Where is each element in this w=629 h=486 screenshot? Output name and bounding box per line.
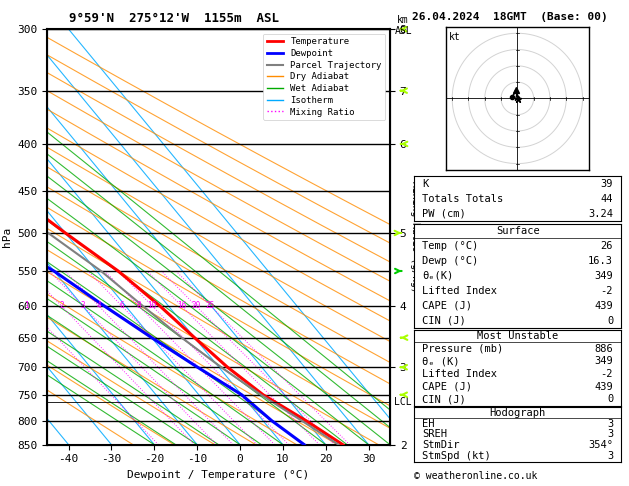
Text: © weatheronline.co.uk: © weatheronline.co.uk (414, 471, 537, 481)
Text: Most Unstable: Most Unstable (477, 331, 559, 341)
Text: kt: kt (448, 33, 460, 42)
Text: 6: 6 (120, 301, 124, 310)
Text: 349: 349 (594, 271, 613, 281)
Text: 10: 10 (147, 301, 157, 310)
Text: 26.04.2024  18GMT  (Base: 00): 26.04.2024 18GMT (Base: 00) (412, 12, 608, 22)
Text: 8: 8 (136, 301, 141, 310)
Text: CAPE (J): CAPE (J) (422, 301, 472, 311)
Text: 44: 44 (601, 194, 613, 204)
X-axis label: Dewpoint / Temperature (°C): Dewpoint / Temperature (°C) (128, 470, 309, 480)
Text: Surface: Surface (496, 226, 540, 236)
Y-axis label: hPa: hPa (2, 227, 12, 247)
Text: 439: 439 (594, 382, 613, 392)
Text: CIN (J): CIN (J) (422, 315, 466, 326)
Text: 354°: 354° (588, 440, 613, 451)
Text: -2: -2 (601, 369, 613, 379)
Text: StmDir: StmDir (422, 440, 460, 451)
Text: 9°59'N  275°12'W  1155m  ASL: 9°59'N 275°12'W 1155m ASL (69, 12, 279, 25)
Text: Lifted Index: Lifted Index (422, 286, 497, 296)
Text: 4: 4 (96, 301, 101, 310)
Text: 3: 3 (607, 418, 613, 429)
Text: CIN (J): CIN (J) (422, 395, 466, 404)
Text: 3: 3 (81, 301, 85, 310)
Text: Dewp (°C): Dewp (°C) (422, 256, 479, 266)
Text: 0: 0 (607, 395, 613, 404)
Text: EH: EH (422, 418, 435, 429)
Text: 16: 16 (177, 301, 186, 310)
Text: 886: 886 (594, 344, 613, 354)
Text: θₑ(K): θₑ(K) (422, 271, 454, 281)
Text: 439: 439 (594, 301, 613, 311)
Text: km
ASL: km ASL (394, 15, 412, 36)
Text: LCL: LCL (394, 397, 412, 407)
Text: CAPE (J): CAPE (J) (422, 382, 472, 392)
Legend: Temperature, Dewpoint, Parcel Trajectory, Dry Adiabat, Wet Adiabat, Isotherm, Mi: Temperature, Dewpoint, Parcel Trajectory… (264, 34, 386, 120)
Text: StmSpd (kt): StmSpd (kt) (422, 451, 491, 461)
Text: 20: 20 (191, 301, 201, 310)
Text: PW (cm): PW (cm) (422, 208, 466, 219)
Text: 349: 349 (594, 356, 613, 366)
Text: Totals Totals: Totals Totals (422, 194, 503, 204)
Text: 1: 1 (25, 301, 29, 310)
Y-axis label: Mixing Ratio (g/kg): Mixing Ratio (g/kg) (410, 181, 420, 293)
Text: Pressure (mb): Pressure (mb) (422, 344, 503, 354)
Text: 25: 25 (206, 301, 215, 310)
Text: 3: 3 (607, 451, 613, 461)
Text: 39: 39 (601, 179, 613, 189)
Text: 0: 0 (607, 315, 613, 326)
Text: K: K (422, 179, 428, 189)
Text: Lifted Index: Lifted Index (422, 369, 497, 379)
Text: Hodograph: Hodograph (489, 408, 546, 417)
Text: -2: -2 (601, 286, 613, 296)
Text: 3.24: 3.24 (588, 208, 613, 219)
Text: SREH: SREH (422, 430, 447, 439)
Text: 3: 3 (607, 430, 613, 439)
Text: 16.3: 16.3 (588, 256, 613, 266)
Text: 2: 2 (59, 301, 64, 310)
Text: θₑ (K): θₑ (K) (422, 356, 460, 366)
Text: 26: 26 (601, 241, 613, 251)
Text: Temp (°C): Temp (°C) (422, 241, 479, 251)
